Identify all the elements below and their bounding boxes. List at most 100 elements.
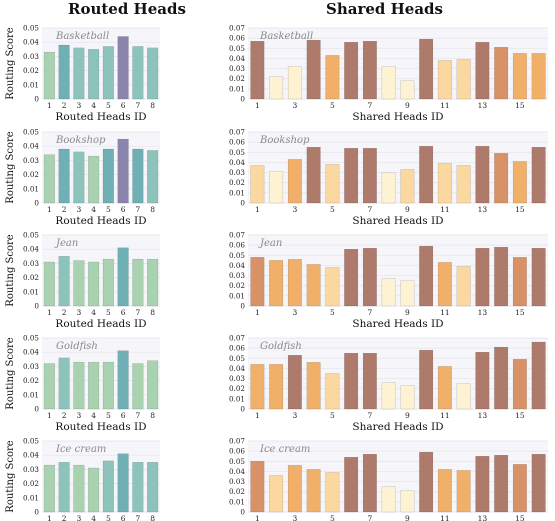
x-tick-label: 1 bbox=[255, 308, 260, 317]
bar-shared-1-10 bbox=[419, 38, 434, 100]
x-tick-label: 13 bbox=[478, 205, 488, 214]
chart-annotation: Basketball bbox=[55, 31, 109, 42]
bar-shared-2-8 bbox=[381, 172, 396, 204]
x-tick-label: 6 bbox=[121, 411, 126, 420]
y-tick-label: 0.07 bbox=[229, 24, 245, 33]
bar-shared-4-6 bbox=[344, 353, 359, 410]
y-axis-label: Routing Score bbox=[5, 440, 16, 512]
y-tick-label: 0.05 bbox=[23, 128, 39, 137]
bar-shared-5-10 bbox=[419, 451, 434, 513]
bar-shared-2-4 bbox=[306, 147, 321, 204]
bar-shared-4-9 bbox=[400, 385, 415, 410]
x-tick-label: 1 bbox=[255, 411, 260, 420]
y-tick-label: 0.06 bbox=[229, 344, 245, 353]
bar-shared-4-12 bbox=[456, 383, 471, 410]
chart-annotation: Ice cream bbox=[55, 444, 106, 455]
x-tick-label: 7 bbox=[367, 308, 372, 317]
y-tick-label: 0.02 bbox=[229, 487, 245, 496]
bar-routed-4-2 bbox=[58, 357, 70, 410]
x-tick-label: 1 bbox=[47, 205, 52, 214]
bar-routed-4-5 bbox=[102, 361, 114, 410]
bar-shared-1-11 bbox=[437, 60, 452, 100]
x-tick-label: 1 bbox=[47, 308, 52, 317]
x-tick-label: 5 bbox=[330, 514, 335, 521]
y-tick-label: 0.06 bbox=[229, 447, 245, 456]
y-tick-label: 0.05 bbox=[229, 354, 245, 363]
bar-shared-4-8 bbox=[381, 382, 396, 410]
x-tick-label: 13 bbox=[478, 101, 488, 110]
x-axis-label: Shared Heads ID bbox=[352, 421, 443, 433]
bar-shared-3-13 bbox=[475, 247, 490, 307]
bar-shared-4-15 bbox=[512, 359, 527, 410]
x-tick-label: 2 bbox=[62, 205, 67, 214]
bar-routed-3-7 bbox=[132, 258, 144, 307]
bar-shared-4-1 bbox=[250, 364, 265, 410]
bar-shared-1-6 bbox=[344, 42, 359, 100]
bar-shared-3-2 bbox=[269, 260, 284, 307]
x-tick-label: 3 bbox=[292, 514, 297, 521]
bar-shared-5-14 bbox=[494, 455, 509, 513]
bar-shared-2-14 bbox=[494, 153, 509, 204]
y-tick-label: 0.05 bbox=[23, 24, 39, 33]
bar-shared-2-10 bbox=[419, 145, 434, 204]
x-tick-label: 13 bbox=[478, 514, 488, 521]
chart-shared-5: 00.010.020.030.040.050.060.071 3 5 7 9 11 13 15… bbox=[229, 437, 548, 521]
y-tick-label: 0 bbox=[34, 302, 39, 311]
y-tick-label: 0.01 bbox=[229, 188, 245, 197]
x-tick-label: 3 bbox=[292, 411, 297, 420]
bar-shared-5-8 bbox=[381, 486, 396, 513]
y-tick-label: 0.03 bbox=[229, 477, 245, 486]
y-tick-label: 0.02 bbox=[229, 178, 245, 187]
y-axis-label: Routing Score bbox=[5, 131, 16, 203]
bar-routed-3-6 bbox=[117, 247, 129, 307]
bar-shared-4-3 bbox=[287, 355, 302, 410]
x-tick-label: 5 bbox=[330, 205, 335, 214]
x-tick-label: 7 bbox=[367, 101, 372, 110]
bar-routed-1-7 bbox=[132, 46, 144, 100]
x-tick-label: 3 bbox=[76, 411, 81, 420]
bar-routed-4-7 bbox=[132, 363, 144, 410]
x-tick-label: 3 bbox=[76, 205, 81, 214]
y-tick-label: 0.03 bbox=[23, 362, 39, 371]
x-tick-label: 7 bbox=[135, 308, 140, 317]
chart-shared-3: 00.010.020.030.040.050.060.071 3 5 7 9 11 13 15… bbox=[229, 231, 548, 330]
x-tick-label: 4 bbox=[91, 514, 96, 521]
y-tick-label: 0.01 bbox=[23, 493, 39, 502]
x-tick-label: 9 bbox=[405, 308, 410, 317]
bar-routed-4-3 bbox=[73, 361, 85, 410]
x-tick-label: 13 bbox=[478, 411, 488, 420]
chart-annotation: Bookshop bbox=[55, 135, 106, 146]
x-tick-label: 2 bbox=[62, 411, 67, 420]
y-tick-label: 0.06 bbox=[229, 34, 245, 43]
x-tick-label: 7 bbox=[367, 514, 372, 521]
bar-shared-3-3 bbox=[287, 259, 302, 307]
bar-routed-5-1 bbox=[43, 464, 55, 513]
x-tick-label: 5 bbox=[106, 514, 111, 521]
x-tick-label: 4 bbox=[91, 411, 96, 420]
x-tick-label: 1 bbox=[47, 101, 52, 110]
bar-routed-5-5 bbox=[102, 460, 114, 513]
x-tick-label: 4 bbox=[91, 101, 96, 110]
bar-shared-1-3 bbox=[287, 66, 302, 100]
y-tick-label: 0.04 bbox=[23, 142, 39, 151]
y-tick-label: 0.05 bbox=[229, 44, 245, 53]
chart-annotation: Goldfish bbox=[260, 341, 302, 352]
y-tick-label: 0.02 bbox=[229, 74, 245, 83]
bar-routed-5-6 bbox=[117, 453, 129, 513]
bar-routed-3-3 bbox=[73, 260, 85, 307]
x-tick-label: 3 bbox=[292, 308, 297, 317]
x-tick-label: 15 bbox=[515, 411, 525, 420]
x-tick-label: 8 bbox=[150, 514, 155, 521]
x-tick-label: 15 bbox=[515, 308, 525, 317]
bar-shared-5-13 bbox=[475, 456, 490, 513]
x-tick-label: 5 bbox=[106, 411, 111, 420]
bar-shared-3-8 bbox=[381, 278, 396, 307]
bar-shared-3-11 bbox=[437, 262, 452, 307]
bar-shared-1-5 bbox=[325, 55, 340, 100]
y-tick-label: 0.04 bbox=[23, 451, 39, 460]
bar-shared-4-7 bbox=[362, 353, 377, 410]
bar-shared-3-15 bbox=[512, 257, 527, 307]
y-tick-label: 0.04 bbox=[229, 261, 245, 270]
y-tick-label: 0.05 bbox=[229, 148, 245, 157]
